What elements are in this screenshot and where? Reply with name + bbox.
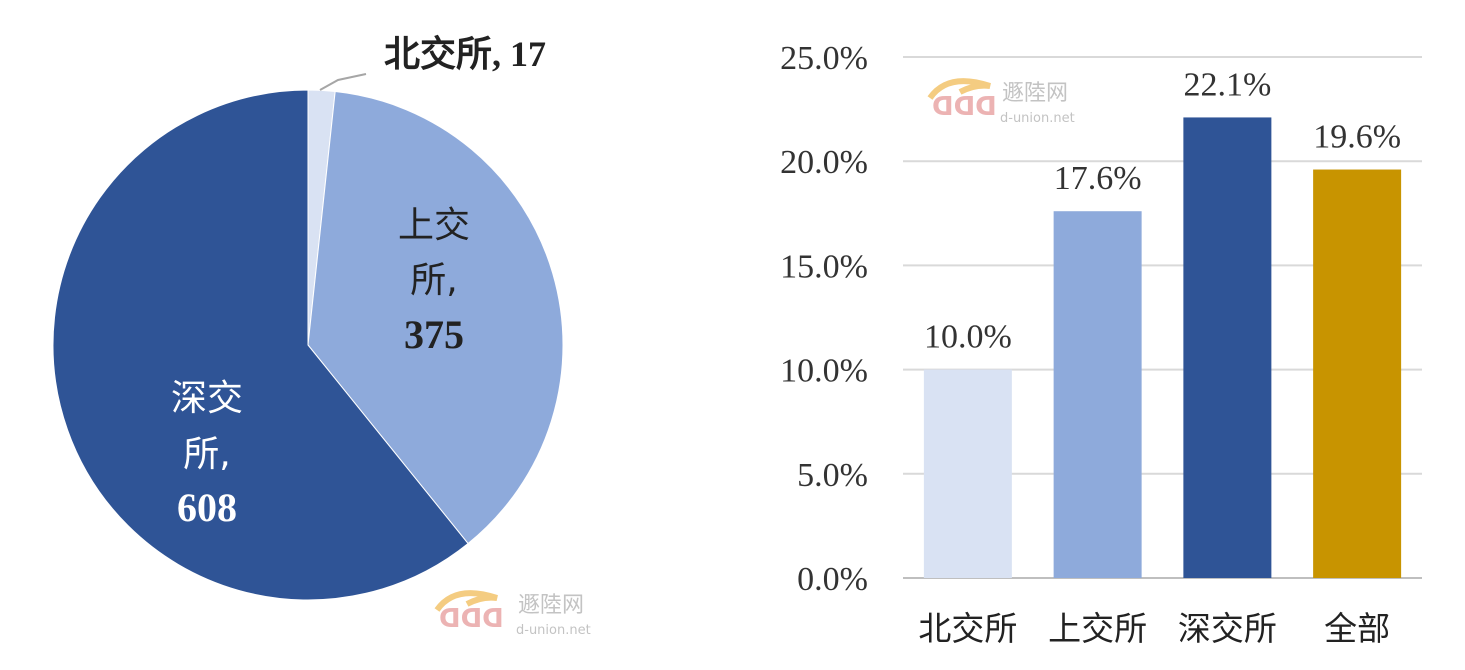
x-tick-label: 北交所 (918, 609, 1017, 648)
watermark-logo-top: ᗡᗡᗡ 遯陸网 d-union.net (927, 78, 1075, 126)
svg-text:ᗡᗡᗡ: ᗡᗡᗡ (932, 92, 997, 122)
bar-y-tick-labels: 0.0% 5.0% 10.0% 15.0% 20.0% 25.0% (780, 40, 868, 598)
y-tick-label: 20.0% (780, 144, 868, 181)
watermark-domain-bottom: d-union.net (516, 623, 591, 638)
bar-value-label: 10.0% (924, 319, 1012, 356)
svg-text:ᗡᗡᗡ: ᗡᗡᗡ (439, 604, 504, 634)
bar (923, 369, 1012, 578)
y-tick-label: 5.0% (797, 457, 868, 494)
y-tick-label: 15.0% (780, 248, 868, 285)
bar-x-tick-labels: 北交所 上交所 深交所 全部 (918, 609, 1390, 648)
bar (1183, 117, 1272, 578)
pie-slice-szs (52, 89, 469, 601)
pie-label-bjs: 北交所, 17 (384, 33, 546, 75)
bjs-leader-line (319, 73, 367, 91)
bar (1053, 211, 1142, 578)
pie-label-szs-line1: 深交 (171, 378, 243, 419)
watermark-domain-top: d-union.net (1000, 111, 1075, 126)
pie-label-bjs-name: 北交所 (384, 33, 492, 75)
pie-label-sjs-line2: 所, (410, 260, 457, 301)
pie-label-bjs-value: 17 (510, 34, 546, 74)
y-tick-label: 0.0% (797, 561, 868, 598)
pie-slice-sjs (307, 90, 564, 545)
y-tick-label: 25.0% (780, 40, 868, 77)
bar-value-label: 19.6% (1313, 119, 1401, 156)
pie-label-sjs-value: 375 (404, 312, 464, 357)
x-tick-label: 上交所 (1048, 609, 1147, 648)
pie-label-bjs-sep: , (492, 34, 510, 74)
bar-series (923, 117, 1402, 578)
bar-value-label: 17.6% (1054, 160, 1142, 197)
watermark-name-top: 遯陸网 (1002, 81, 1068, 106)
pie-label-szs-line2: 所, (183, 434, 230, 475)
pie-label-sjs-line1: 上交 (398, 205, 470, 246)
watermark-logo-bottom: ᗡᗡᗡ 遯陸网 d-union.net (434, 590, 591, 638)
bar (1313, 169, 1402, 578)
pie-label-szs-value: 608 (177, 485, 237, 530)
x-tick-label: 深交所 (1178, 609, 1277, 648)
pie-chart (52, 89, 564, 601)
x-tick-label: 全部 (1324, 609, 1390, 648)
watermark-name-bottom: 遯陸网 (518, 593, 584, 618)
y-tick-label: 10.0% (780, 353, 868, 390)
bar-value-label: 22.1% (1183, 66, 1271, 103)
bar-value-labels: 10.0% 17.6% 22.1% 19.6% (924, 66, 1401, 355)
